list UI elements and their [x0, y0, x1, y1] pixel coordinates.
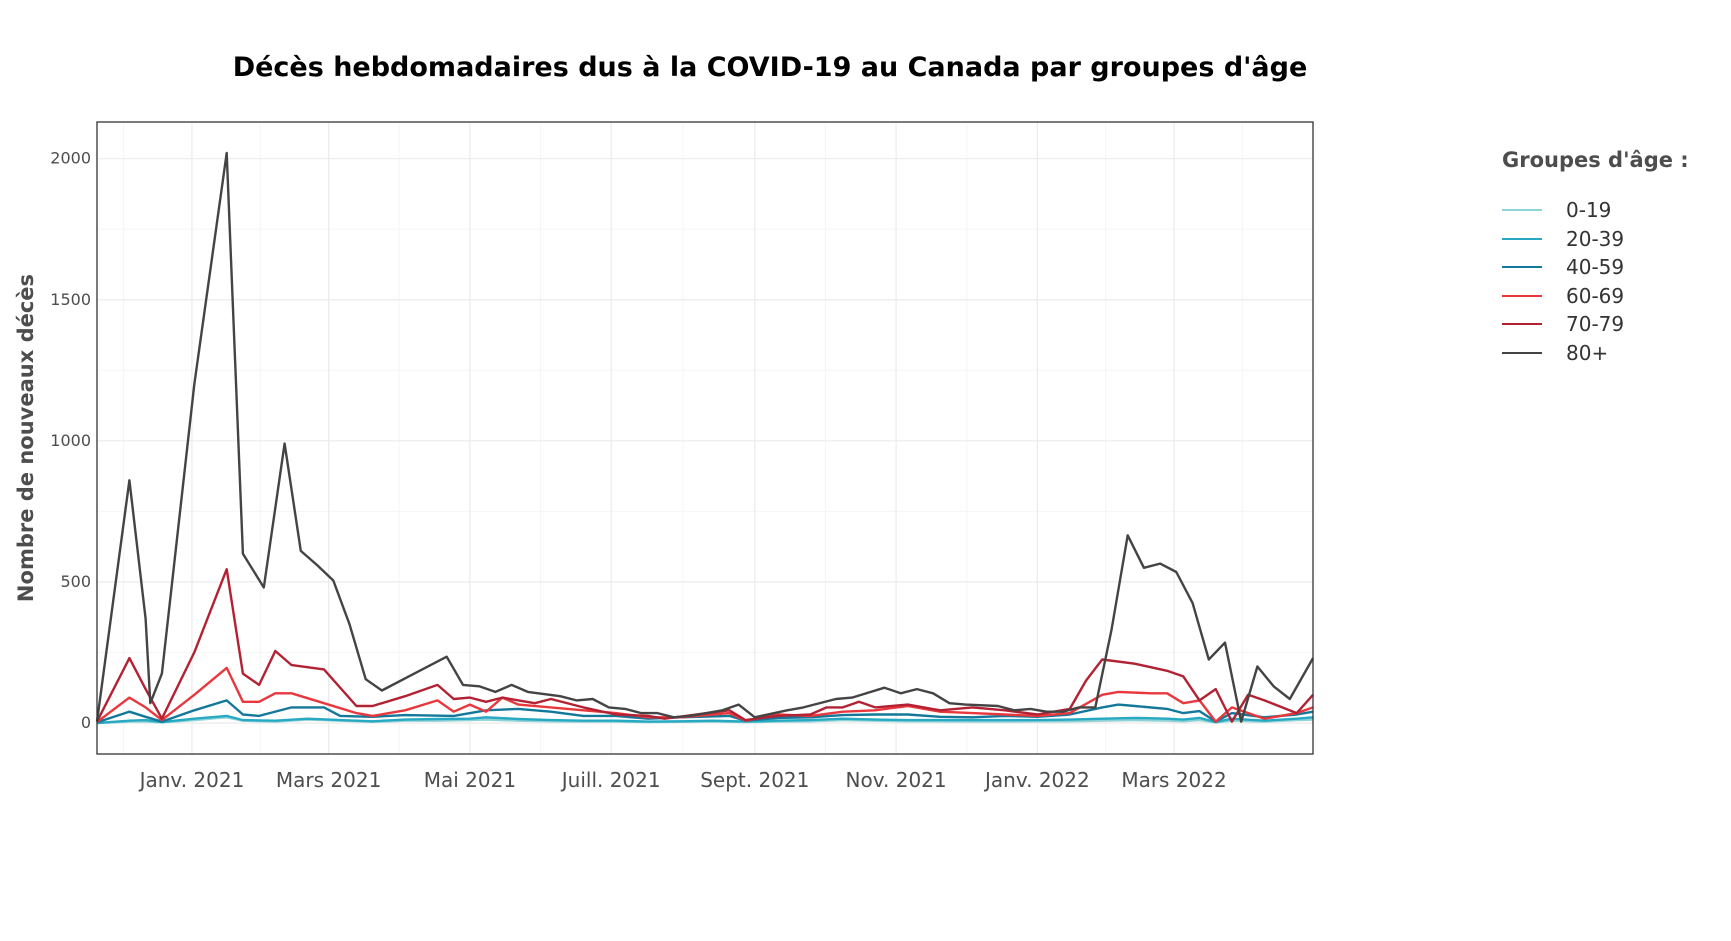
legend-label: 0-19 — [1566, 198, 1612, 223]
x-tick-label: Mars 2022 — [1121, 768, 1226, 792]
legend-swatch — [1502, 266, 1542, 269]
x-tick-label: Janv. 2021 — [138, 768, 245, 792]
x-tick-label: Sept. 2021 — [700, 768, 809, 792]
y-tick-label: 1000 — [50, 431, 91, 450]
plot-border — [96, 121, 1314, 755]
x-tick-label: Juill. 2021 — [560, 768, 661, 792]
legend-label: 40-59 — [1566, 255, 1625, 280]
x-tick-label: Janv. 2022 — [983, 768, 1090, 792]
chart-title: Décès hebdomadaires dus à la COVID-19 au… — [232, 52, 1308, 83]
legend-item: 40-59 — [1490, 253, 1710, 282]
y-tick-label: 500 — [60, 572, 91, 591]
legend-swatch — [1502, 351, 1542, 354]
legend-label: 80+ — [1566, 340, 1609, 365]
y-tick-label: 0 — [81, 713, 91, 732]
legend-label: 20-39 — [1566, 226, 1625, 251]
legend-item: 0-19 — [1490, 196, 1710, 225]
x-tick-label: Nov. 2021 — [846, 768, 947, 792]
legend-swatch — [1502, 294, 1542, 297]
legend-item: 20-39 — [1490, 225, 1710, 254]
legend-item: 60-69 — [1490, 282, 1710, 311]
minor-gridlines — [97, 122, 1313, 754]
legend-title: Groupes d'âge : — [1502, 148, 1689, 172]
legend-swatch — [1502, 209, 1542, 212]
line-chart: 0 500 1000 1500 2000 Janv. 2021 Mars 2021 Mai … — [14, 121, 1315, 792]
series-line-80+ — [95, 151, 1315, 723]
legend-swatch — [1502, 323, 1542, 326]
series-line-40-59 — [96, 699, 1314, 724]
legend-items: 0-19 20-39 40-59 60-69 70-79 80+ — [1490, 196, 1710, 367]
x-tick-label: Mai 2021 — [424, 768, 516, 792]
plot-background — [97, 122, 1313, 754]
y-axis-label: Nombre de nouveaux décès — [14, 274, 38, 602]
x-axis-ticks: Janv. 2021 Mars 2021 Mai 2021 Juill. 2021 Se… — [138, 768, 1227, 792]
series-line-20-39 — [96, 714, 1314, 725]
x-tick-label: Mars 2021 — [276, 768, 381, 792]
legend-swatch — [1502, 237, 1542, 240]
y-tick-label: 1500 — [50, 290, 91, 309]
y-tick-label: 2000 — [50, 149, 91, 168]
legend-label: 60-69 — [1566, 283, 1625, 308]
legend-item: 80+ — [1490, 339, 1710, 368]
legend: Groupes d'âge : 0-19 20-39 40-59 60-69 70-79… — [1490, 148, 1710, 367]
legend-label: 70-79 — [1566, 312, 1625, 337]
series-lines — [95, 151, 1315, 725]
legend-item: 70-79 — [1490, 310, 1710, 339]
y-axis-ticks: 0 500 1000 1500 2000 — [50, 149, 91, 732]
major-gridlines — [97, 122, 1313, 754]
series-line-60-69 — [96, 666, 1314, 724]
